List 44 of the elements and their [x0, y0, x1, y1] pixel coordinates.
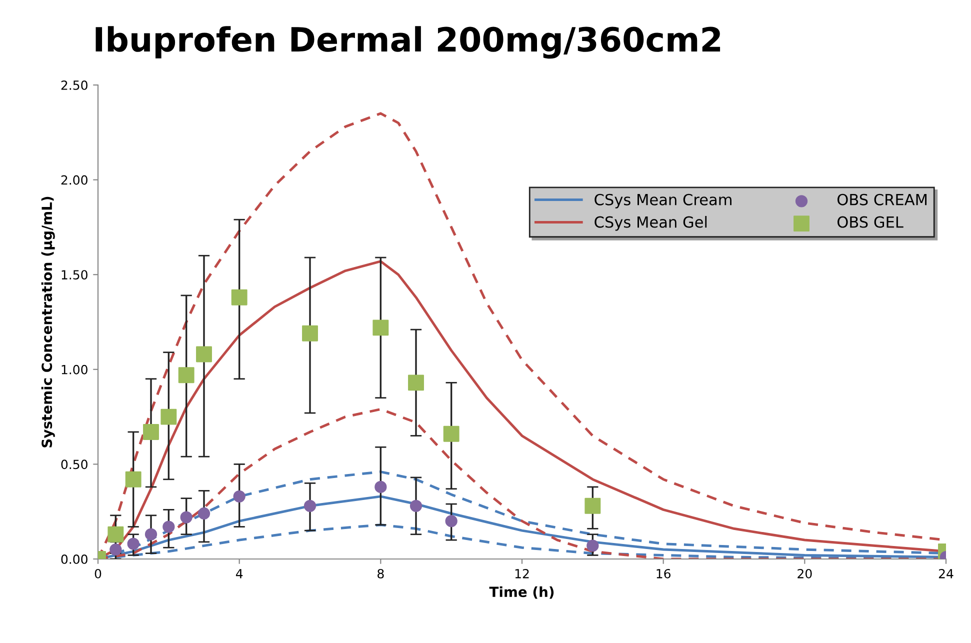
point [143, 424, 159, 440]
point [445, 515, 458, 528]
x-tick-label: 4 [236, 569, 243, 578]
point [372, 320, 389, 336]
point [584, 498, 601, 514]
point [408, 374, 424, 391]
x-axis-title: Time (h) [489, 586, 554, 599]
point [304, 500, 316, 512]
x-tick-label: 0 [94, 568, 102, 578]
point [302, 325, 318, 342]
point [198, 507, 210, 520]
point [160, 408, 177, 425]
x-tick-label: 24 [938, 568, 954, 578]
y-tick-label: 2.00 [61, 175, 88, 185]
point [162, 520, 175, 533]
point [127, 538, 140, 550]
x-tick-label: 8 [378, 568, 384, 578]
legend-label: CSys Mean Cream [594, 194, 732, 208]
point [180, 511, 192, 524]
y-tick-label: 1.00 [62, 364, 88, 374]
y-tick-label: 0.50 [61, 460, 88, 470]
point [231, 289, 248, 306]
point [108, 526, 124, 542]
point [410, 500, 422, 512]
y-tick-label: 1.50 [62, 270, 88, 280]
point [374, 480, 387, 494]
point [443, 426, 460, 442]
legend-label: OBS GEL [838, 216, 904, 228]
y-axis-title: Systemic Concentration (µg/mL) [41, 196, 55, 448]
legend-label: OBS CREAM [838, 194, 927, 206]
point [144, 528, 158, 540]
chart-title: Ibuprofen Dermal 200mg/360cm2 [96, 26, 720, 59]
point [586, 540, 599, 552]
legend-label: CSys Mean Gel [594, 216, 707, 231]
x-tick-label: 20 [798, 568, 812, 578]
x-tick-label: 16 [656, 568, 670, 578]
point [178, 367, 194, 384]
point [125, 471, 142, 488]
point [233, 490, 246, 503]
point [196, 346, 212, 362]
y-tick-label: 0.00 [61, 554, 88, 564]
y-tick-label: 2.50 [61, 80, 88, 90]
point [110, 543, 122, 556]
x-tick-label: 12 [515, 568, 529, 578]
